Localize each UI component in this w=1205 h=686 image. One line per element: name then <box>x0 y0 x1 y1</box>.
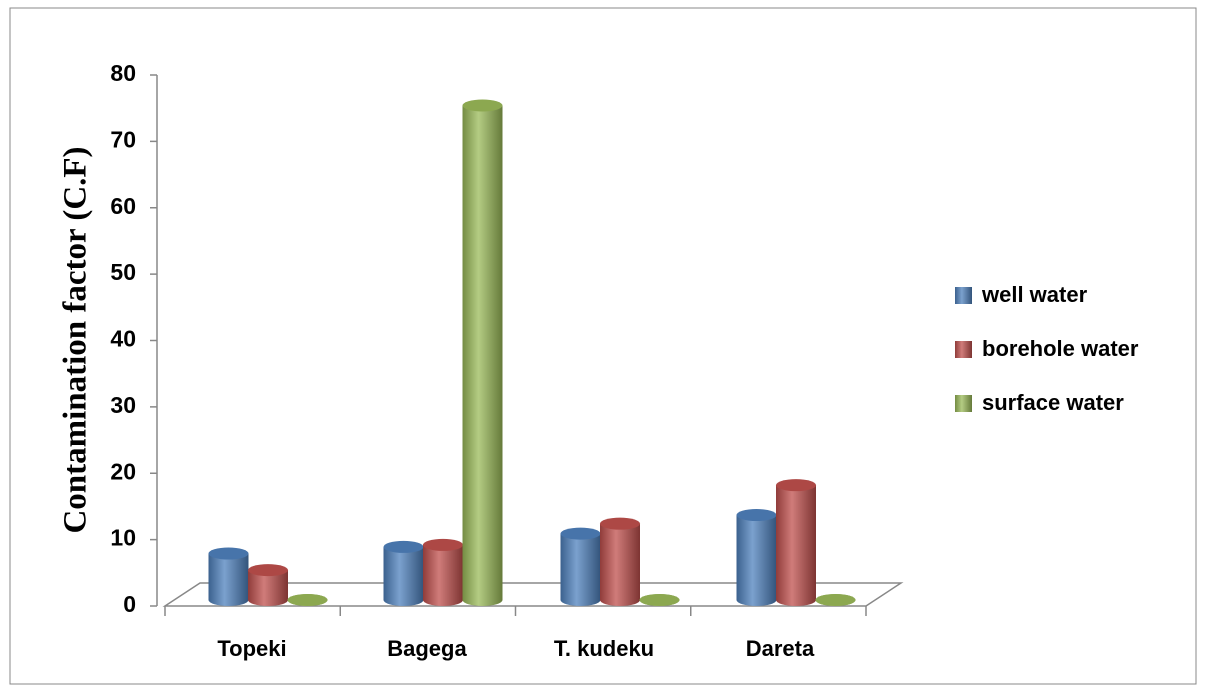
bar <box>462 105 503 600</box>
legend-swatch <box>955 287 972 304</box>
bar <box>736 515 777 600</box>
y-tick-label: 80 <box>110 60 136 86</box>
bar-top <box>208 547 249 560</box>
bar-top <box>600 517 640 530</box>
floor <box>162 582 904 607</box>
bar-base <box>600 594 640 606</box>
bar-base <box>208 594 249 606</box>
bar-top <box>815 594 856 606</box>
bar <box>600 523 640 600</box>
y-tick-label: 20 <box>110 458 136 484</box>
bar-top <box>736 509 777 522</box>
bar-top <box>287 594 328 606</box>
bar-base <box>383 594 424 606</box>
bar <box>383 546 424 600</box>
bar-top <box>639 594 680 606</box>
bar-top <box>560 527 601 540</box>
bar-base <box>776 594 816 606</box>
bar-base <box>423 594 463 606</box>
x-tick-label: Topeki <box>217 636 286 661</box>
y-axis-title: Contamination factor (C.F) <box>58 146 94 533</box>
bar <box>776 485 816 600</box>
bar <box>423 544 463 600</box>
bar-base <box>736 594 777 606</box>
bar <box>208 553 249 600</box>
bar-base <box>248 594 288 606</box>
legend-label: well water <box>981 282 1088 307</box>
y-tick-label: 10 <box>110 525 136 551</box>
bar-top <box>423 538 463 551</box>
bar-base <box>560 594 601 606</box>
bar <box>560 533 601 600</box>
y-tick-label: 0 <box>123 591 136 617</box>
y-tick-label: 30 <box>110 392 136 418</box>
bar-top <box>776 479 816 492</box>
legend-label: surface water <box>982 390 1124 415</box>
bar-top <box>383 540 424 553</box>
x-tick-label: Bagega <box>387 636 467 661</box>
bar-top <box>248 564 288 577</box>
y-tick-label: 70 <box>110 126 136 152</box>
y-tick-label: 60 <box>110 193 136 219</box>
bar-top <box>462 99 503 112</box>
y-tick-label: 50 <box>110 259 136 285</box>
y-tick-label: 40 <box>110 326 136 352</box>
legend-label: borehole water <box>982 336 1139 361</box>
legend-swatch <box>955 341 972 358</box>
x-tick-label: Dareta <box>746 636 815 661</box>
legend-swatch <box>955 395 972 412</box>
x-tick-label: T. kudeku <box>554 636 654 661</box>
bar-base <box>462 594 503 606</box>
